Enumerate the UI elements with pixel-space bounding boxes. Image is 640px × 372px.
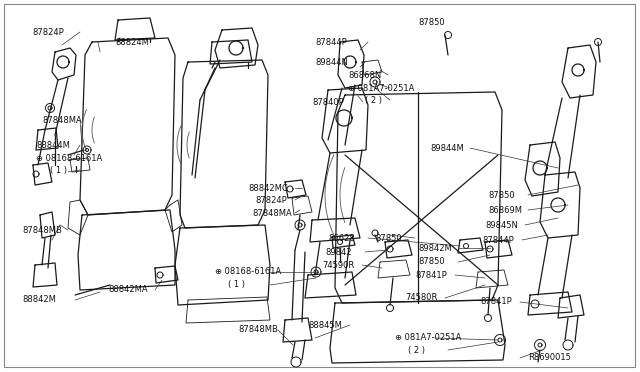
- Text: 87841P: 87841P: [415, 270, 447, 279]
- Text: 88845M: 88845M: [308, 321, 342, 330]
- Text: 87840P: 87840P: [312, 97, 344, 106]
- Text: ( 2 ): ( 2 ): [365, 96, 382, 105]
- Text: 87850: 87850: [375, 234, 402, 243]
- Text: 87848MA: 87848MA: [252, 208, 292, 218]
- Text: ( 2 ): ( 2 ): [408, 346, 425, 355]
- Text: ⊕ 08168-6161A: ⊕ 08168-6161A: [36, 154, 102, 163]
- Text: 88824M: 88824M: [115, 38, 149, 46]
- Text: ( 1 ): ( 1 ): [228, 280, 245, 289]
- Text: 88842M: 88842M: [22, 295, 56, 305]
- Text: 74580R: 74580R: [405, 294, 437, 302]
- Text: 87844P: 87844P: [482, 235, 514, 244]
- Text: 86628: 86628: [328, 234, 355, 243]
- Text: 89842M: 89842M: [418, 244, 452, 253]
- Text: 89844N: 89844N: [315, 58, 348, 67]
- Text: 89842: 89842: [325, 247, 351, 257]
- Text: 74590R: 74590R: [322, 260, 355, 269]
- Text: ( 1 ): ( 1 ): [50, 166, 67, 174]
- Text: 87850: 87850: [418, 17, 445, 26]
- Text: 87824P: 87824P: [32, 28, 64, 36]
- Text: 86869M: 86869M: [488, 205, 522, 215]
- Text: 87844P: 87844P: [315, 38, 347, 46]
- Text: 88842MC: 88842MC: [248, 183, 288, 192]
- Text: ⊕ 081A7-0251A: ⊕ 081A7-0251A: [348, 83, 414, 93]
- Text: 87850: 87850: [418, 257, 445, 266]
- Text: 87850: 87850: [488, 190, 515, 199]
- Text: 89845N: 89845N: [485, 221, 518, 230]
- Text: 87848MA: 87848MA: [42, 115, 82, 125]
- Text: ⊕ 08168-6161A: ⊕ 08168-6161A: [215, 267, 281, 276]
- Text: 87841P: 87841P: [480, 298, 512, 307]
- Text: 89844M: 89844M: [430, 144, 464, 153]
- Text: 87848MB: 87848MB: [22, 225, 62, 234]
- Text: ⊕ 081A7-0251A: ⊕ 081A7-0251A: [395, 334, 461, 343]
- Text: R8690015: R8690015: [528, 353, 571, 362]
- Text: 88844M: 88844M: [36, 141, 70, 150]
- Text: 87848MB: 87848MB: [238, 326, 278, 334]
- Text: 86868N: 86868N: [348, 71, 381, 80]
- Text: 88842MA: 88842MA: [108, 285, 148, 295]
- Text: 87824P: 87824P: [255, 196, 287, 205]
